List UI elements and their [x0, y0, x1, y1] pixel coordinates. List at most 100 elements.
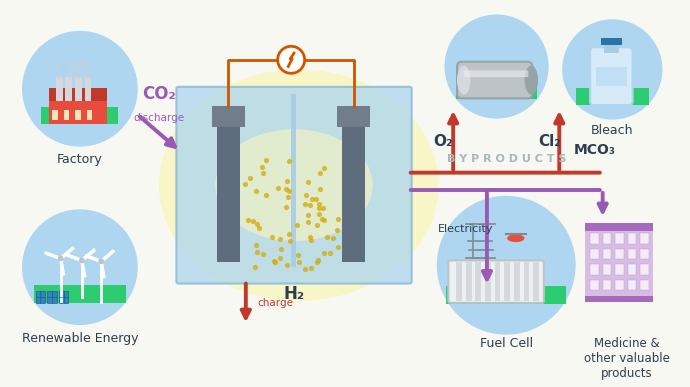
Ellipse shape — [159, 69, 439, 301]
Point — [281, 186, 292, 192]
Text: charge: charge — [257, 298, 293, 308]
Text: O₂: O₂ — [434, 134, 453, 149]
Bar — [585, 296, 653, 302]
Bar — [212, 106, 245, 127]
Bar — [66, 77, 72, 101]
Point — [266, 233, 277, 240]
Bar — [590, 249, 599, 259]
Bar — [75, 110, 81, 120]
Point — [304, 202, 315, 208]
Circle shape — [66, 61, 71, 67]
Point — [284, 231, 295, 237]
Bar — [56, 77, 63, 101]
Point — [293, 259, 304, 265]
Bar — [640, 264, 649, 275]
Bar — [87, 110, 92, 120]
Bar — [615, 233, 624, 244]
Bar — [590, 280, 599, 290]
Circle shape — [79, 257, 85, 263]
Bar — [615, 280, 624, 290]
Point — [292, 222, 303, 228]
Point — [243, 217, 254, 223]
Bar — [602, 249, 611, 259]
Point — [257, 170, 268, 176]
Bar — [47, 291, 57, 303]
Bar — [602, 264, 611, 275]
Circle shape — [83, 61, 88, 67]
Bar — [504, 262, 510, 301]
Circle shape — [277, 46, 305, 73]
Bar — [602, 280, 611, 290]
Ellipse shape — [524, 65, 538, 94]
Circle shape — [22, 31, 138, 147]
FancyBboxPatch shape — [464, 70, 529, 77]
Circle shape — [54, 67, 59, 72]
Point — [281, 204, 292, 211]
Bar — [604, 43, 619, 53]
Point — [252, 221, 263, 227]
Point — [274, 236, 285, 243]
Point — [332, 227, 343, 233]
Bar — [640, 233, 649, 244]
Ellipse shape — [507, 235, 524, 242]
Point — [313, 211, 324, 217]
Point — [299, 201, 310, 207]
Point — [251, 188, 262, 194]
Point — [314, 170, 325, 176]
Point — [252, 248, 263, 255]
Point — [306, 237, 317, 243]
Point — [268, 258, 279, 264]
Bar — [615, 249, 624, 259]
Bar — [49, 88, 107, 101]
Ellipse shape — [215, 129, 373, 241]
Point — [283, 194, 294, 200]
Point — [316, 216, 327, 223]
Point — [303, 212, 314, 218]
Bar — [601, 38, 622, 45]
Bar — [466, 262, 471, 301]
Bar — [596, 67, 627, 86]
Circle shape — [57, 73, 63, 79]
Point — [314, 201, 325, 207]
Point — [260, 192, 271, 198]
FancyBboxPatch shape — [448, 260, 544, 303]
Bar — [524, 262, 529, 301]
Point — [293, 252, 304, 259]
Bar — [628, 280, 636, 290]
FancyBboxPatch shape — [457, 62, 532, 98]
Point — [332, 216, 343, 222]
Bar — [590, 264, 599, 275]
Point — [299, 266, 310, 272]
Bar — [475, 262, 481, 301]
Point — [319, 217, 330, 223]
Text: Bleach: Bleach — [591, 124, 633, 137]
Point — [328, 235, 339, 241]
Text: MCO₃: MCO₃ — [574, 143, 616, 157]
Point — [312, 257, 323, 263]
Bar — [485, 262, 491, 301]
Bar — [52, 110, 58, 120]
Text: Factory: Factory — [57, 153, 103, 166]
Point — [276, 245, 287, 252]
Bar — [63, 110, 69, 120]
Point — [300, 192, 311, 199]
Bar — [456, 82, 537, 99]
Bar — [337, 106, 371, 127]
Point — [248, 218, 259, 224]
Bar — [628, 249, 636, 259]
Point — [318, 250, 329, 256]
Bar — [585, 223, 653, 231]
Point — [239, 181, 250, 187]
Bar — [585, 223, 653, 298]
Circle shape — [437, 196, 575, 335]
Point — [324, 250, 335, 257]
Bar — [575, 88, 649, 105]
Text: H₂: H₂ — [284, 284, 304, 303]
Point — [253, 225, 264, 231]
Bar — [291, 94, 296, 267]
Bar — [49, 88, 107, 124]
Point — [303, 179, 314, 185]
Text: Medicine &
other valuable
products: Medicine & other valuable products — [584, 337, 670, 380]
Text: Fuel Cell: Fuel Cell — [480, 337, 533, 349]
Bar — [36, 291, 46, 303]
